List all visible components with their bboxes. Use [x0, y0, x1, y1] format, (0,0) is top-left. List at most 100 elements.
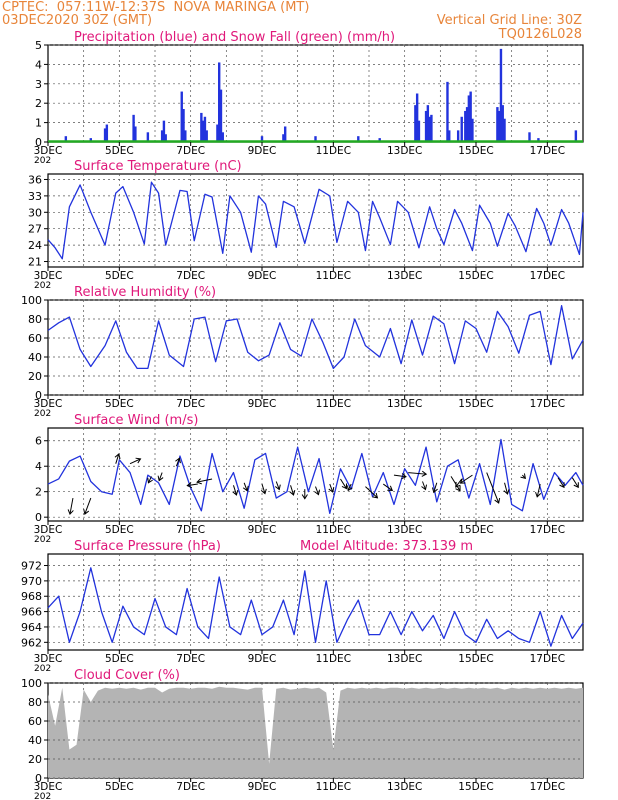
precip-bar: [134, 126, 137, 142]
x-tick-label: 9DEC: [248, 270, 277, 282]
precip-bar: [182, 109, 185, 142]
series-line: [47, 567, 584, 647]
panel-title: Surface Wind (m/s): [74, 413, 198, 428]
precip-bar: [460, 116, 463, 142]
y-tick-label: 968: [21, 590, 42, 603]
wind-arrow-shaft: [129, 458, 141, 465]
precip-bar: [464, 110, 467, 142]
wind-arrow-shaft: [408, 472, 427, 475]
y-tick-label: 964: [21, 621, 42, 634]
x-tick-label: 5DEC: [105, 398, 134, 410]
wind-arrow-shaft: [422, 481, 426, 490]
precip-bar: [497, 110, 501, 142]
precip-bar: [105, 124, 109, 142]
wind-arrow-shaft: [486, 472, 500, 504]
wind-arrow-head: [232, 489, 239, 496]
wind-arrow-shaft: [84, 497, 92, 515]
x-tick-label: 9DEC: [248, 524, 277, 536]
wind-arrow-shaft: [187, 483, 198, 487]
wind-arrow-shaft: [158, 472, 163, 481]
x-tick-label: 17DEC: [530, 653, 565, 665]
panel-6: [44, 682, 584, 782]
x-tick-label: 7DEC: [176, 524, 205, 536]
wind-arrow-shaft: [460, 474, 473, 484]
wind-arrow-shaft: [175, 458, 180, 467]
wind-arrow-shaft: [557, 477, 565, 488]
x-tick-label: 17DEC: [530, 524, 565, 536]
wind-arrow-head: [114, 453, 121, 460]
wind-arrow-head: [459, 478, 466, 484]
precip-bar: [180, 91, 183, 142]
wind-arrow-head: [135, 457, 142, 464]
precip-bar: [503, 118, 506, 142]
x-tick-label: 15DEC: [458, 145, 493, 157]
precip-bar: [528, 132, 531, 142]
y-tick-label: 5: [35, 39, 42, 52]
x-tick-label: 15DEC: [458, 270, 493, 282]
x-tick-label: 3DEC: [34, 653, 63, 665]
model-id: TQ0126L028: [498, 27, 582, 42]
x-tick-label: 17DEC: [530, 145, 565, 157]
wind-arrow-shaft: [275, 481, 280, 490]
precip-bar: [164, 134, 167, 142]
wind-arrow-head: [147, 477, 153, 484]
x-tick-label: 7DEC: [176, 398, 205, 410]
wind-arrow-shaft: [147, 476, 152, 484]
precip-bar: [184, 130, 187, 142]
y-tick-label: 27: [28, 223, 42, 236]
precip-bar: [414, 105, 417, 142]
panel-3: [44, 299, 584, 399]
x-tick-label: 3DEC: [34, 398, 63, 410]
panel-2: [44, 173, 584, 271]
wind-arrow-shaft: [115, 453, 120, 464]
precip-bar: [537, 138, 540, 142]
wind-arrow-shaft: [232, 485, 237, 496]
x-tick-label: 7DEC: [176, 145, 205, 157]
precip-bar: [428, 116, 431, 142]
x-tick-label: 9DEC: [248, 145, 277, 157]
y-tick-label: 972: [21, 560, 42, 573]
wind-arrow-head: [494, 497, 501, 504]
precip-bar: [467, 95, 471, 142]
wind-arrow-head: [314, 489, 321, 496]
x-tick-label: 5DEC: [105, 653, 134, 665]
y-tick-label: 0: [35, 389, 42, 402]
x-tick-label: 7DEC: [176, 653, 205, 665]
wind-arrow-head: [387, 485, 394, 491]
precip-bar: [219, 89, 223, 142]
precip-bar: [103, 128, 107, 142]
panel-title: Precipitation (blue) and Snow Fall (gree…: [74, 30, 395, 45]
wind-arrow-shaft: [433, 482, 438, 493]
precip-bar: [426, 105, 430, 142]
precip-bar: [456, 130, 460, 142]
panel-5: [44, 553, 584, 654]
precip-bar: [203, 116, 207, 142]
x-tick-label: 11DEC: [316, 653, 351, 665]
wind-arrow-shaft: [393, 474, 407, 478]
wind-arrow-head: [67, 509, 74, 515]
precip-bar: [446, 81, 449, 142]
x-tick-label: 5DEC: [105, 524, 134, 536]
year-label: 202: [34, 535, 51, 545]
precip-bar: [574, 130, 578, 142]
wind-arrow-head: [328, 487, 335, 493]
wind-arrow-shaft: [261, 483, 266, 494]
y-tick-label: 36: [28, 173, 42, 186]
panel-frame: [47, 299, 584, 396]
x-tick-label: 15DEC: [458, 524, 493, 536]
x-tick-label: 5DEC: [105, 270, 134, 282]
wind-arrow-shaft: [504, 482, 509, 495]
wind-arrow-head: [157, 475, 164, 482]
station-header: CPTEC: 057:11W-12:37S NOVA MARINGA (MT): [2, 0, 310, 15]
x-tick-label: 11DEC: [316, 270, 351, 282]
precip-bar: [501, 105, 504, 142]
x-tick-label: 5DEC: [105, 781, 134, 793]
precip-bar: [218, 62, 221, 142]
wind-arrow-shaft: [536, 483, 541, 497]
precip-bar: [89, 138, 92, 142]
precip-bar: [146, 132, 150, 142]
panel-title: Surface Pressure (hPa): [74, 539, 221, 554]
precip-bar: [417, 120, 421, 142]
wind-arrow-head: [520, 473, 527, 480]
wind-arrow-shaft: [315, 486, 319, 495]
